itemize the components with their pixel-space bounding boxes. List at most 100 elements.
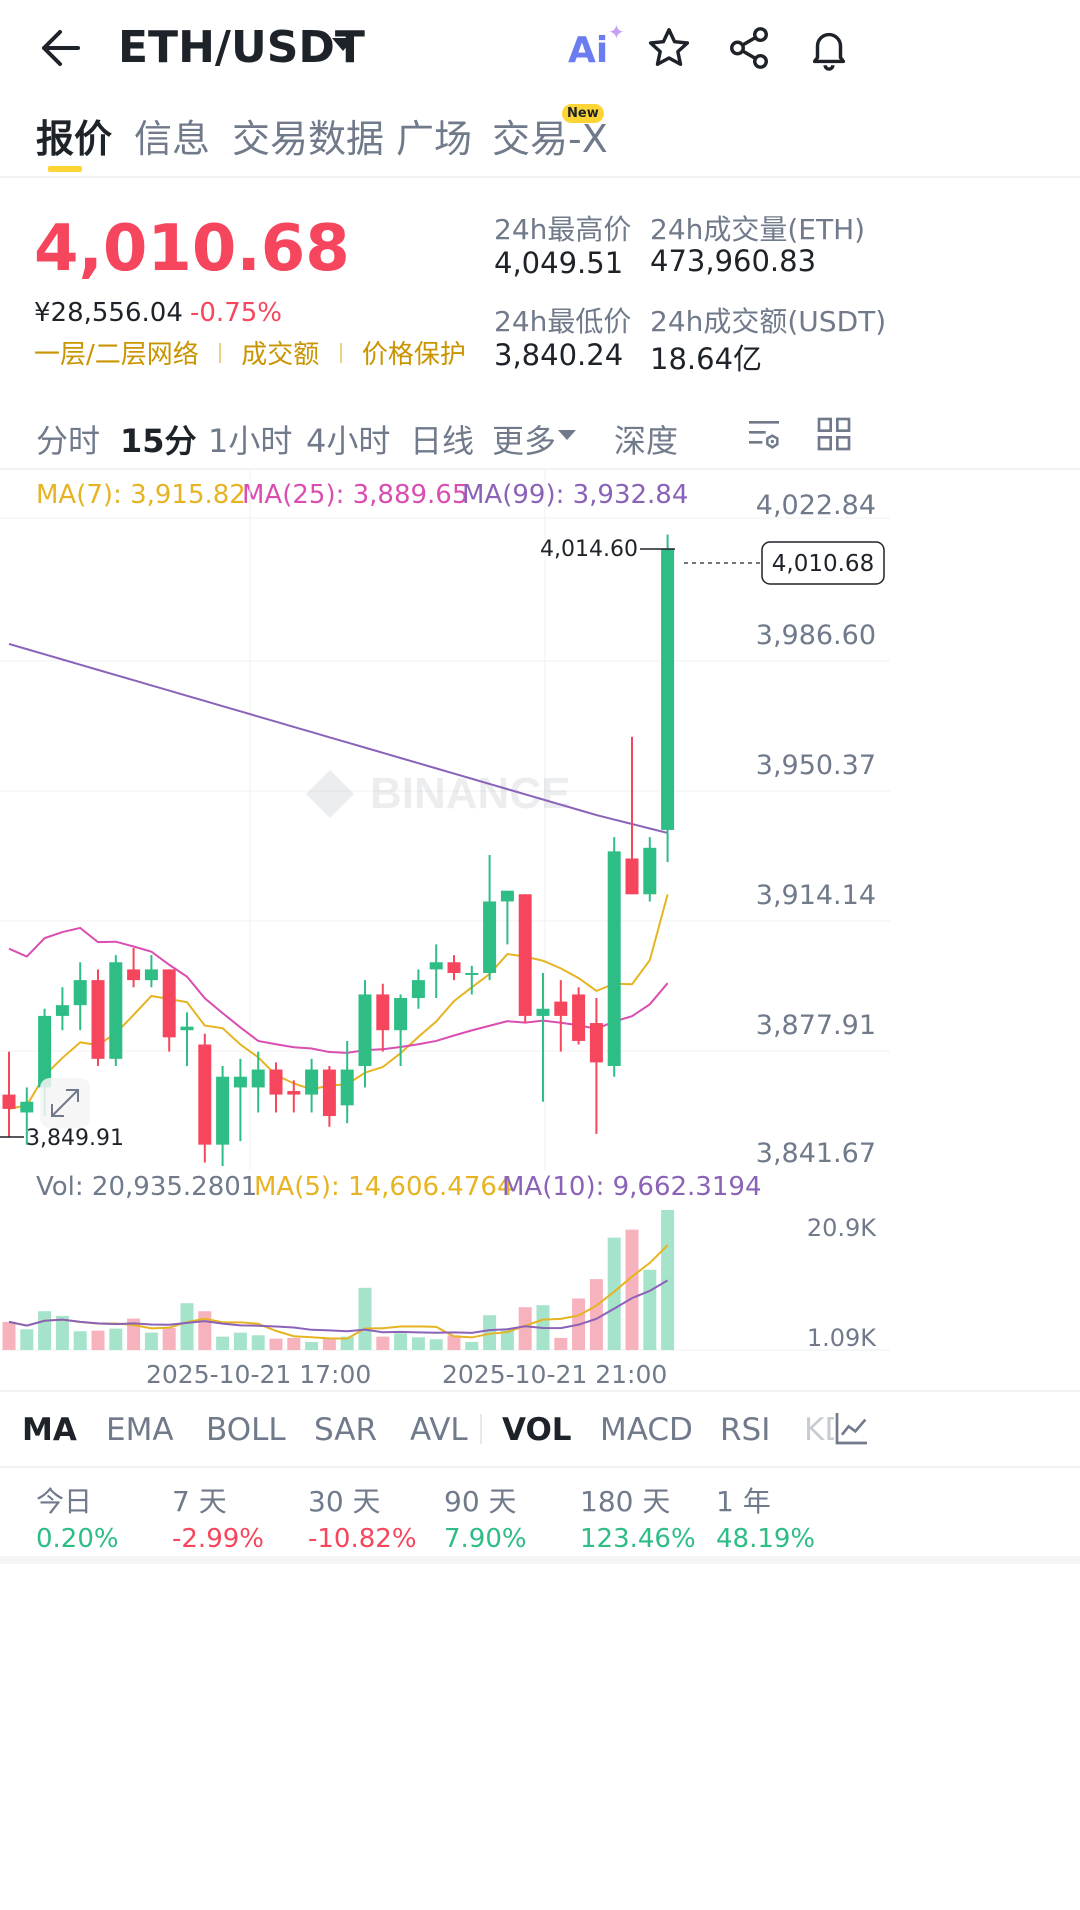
candle <box>73 962 87 1031</box>
indicator-avl[interactable]: AVL <box>410 1412 468 1448</box>
volume-bar <box>162 1327 176 1350</box>
indicator-rsi[interactable]: RSI <box>720 1412 771 1448</box>
tf-more[interactable]: 更多 <box>492 422 557 460</box>
candle <box>589 998 603 1134</box>
tab-info[interactable]: 信息 <box>134 117 211 161</box>
perf-label: 180 天 <box>580 1485 671 1518</box>
indicator-sar[interactable]: SAR <box>314 1412 377 1448</box>
candle <box>269 1062 283 1113</box>
indicator-kdj-label: KDJ <box>804 1412 834 1448</box>
candle-body <box>572 994 586 1041</box>
volume-bar <box>73 1331 87 1350</box>
volume-bar <box>518 1307 532 1350</box>
bell-icon[interactable] <box>806 25 852 71</box>
candle <box>55 987 69 1031</box>
tf-1d[interactable]: 日线 <box>410 422 475 460</box>
tag-turnover[interactable]: 成交额 <box>241 340 320 370</box>
tf-time[interactable]: 分时 <box>36 422 101 460</box>
candle <box>394 994 408 1066</box>
volume-bar <box>180 1303 194 1350</box>
tf-depth[interactable]: 深度 <box>614 422 679 460</box>
ai-icon[interactable]: Ai ✦ <box>568 20 625 71</box>
low-marker-label: 3,849.91 <box>26 1126 124 1151</box>
tab-trade-x[interactable]: 交易-X <box>492 117 608 161</box>
volume-bar <box>376 1336 390 1350</box>
candle <box>91 969 105 1066</box>
tf-15m[interactable]: 15分 <box>120 422 197 460</box>
tab-divider <box>0 176 1080 178</box>
volume-ma10-legend: MA(10): 9,662.3194 <box>502 1172 762 1202</box>
chart-settings-icon[interactable] <box>744 414 784 454</box>
candle-body <box>180 1026 194 1031</box>
indicator-kdj[interactable]: KDJ <box>804 1412 834 1448</box>
candle <box>162 969 176 1052</box>
candle <box>358 980 372 1088</box>
candle-body <box>2 1094 16 1109</box>
candle <box>376 983 390 1052</box>
candle-body <box>216 1076 230 1145</box>
volume-bars <box>2 1210 675 1350</box>
perf-1y: 1 年 48.19% <box>716 1480 815 1554</box>
candle-body <box>251 1069 265 1088</box>
indicator-ema[interactable]: EMA <box>106 1412 174 1448</box>
volume-bar <box>38 1311 52 1350</box>
pair-title[interactable]: ETH/USDT <box>118 22 365 73</box>
candle-body <box>625 858 639 895</box>
high-label: 24h最高价 <box>494 213 632 246</box>
tab-square[interactable]: 广场 <box>396 117 473 161</box>
last-price: 4,010.68 <box>34 212 350 286</box>
perf-label: 30 天 <box>308 1485 381 1518</box>
active-tab-indicator <box>48 166 82 172</box>
time-tick: 2025-10-21 17:00 <box>146 1360 372 1389</box>
indicator-vol[interactable]: VOL <box>502 1412 572 1448</box>
current-price-marker[interactable]: 4,010.68 <box>684 541 885 585</box>
perf-180d: 180 天 123.46% <box>580 1480 696 1554</box>
volume-eth-label: 24h成交量(ETH) <box>650 213 866 246</box>
volume-bar <box>287 1337 301 1350</box>
candle-body <box>394 998 408 1031</box>
tf-4h[interactable]: 4小时 <box>306 422 391 460</box>
candlestick-chart[interactable]: BINANCE 4,022.84 3,986.60 3,950.37 3,914… <box>0 470 890 1170</box>
candle <box>483 854 497 981</box>
more-caret-icon <box>558 430 576 440</box>
expand-button[interactable] <box>40 1078 90 1128</box>
ma25-line <box>8 926 669 1054</box>
share-icon[interactable] <box>726 25 772 71</box>
volume-bar <box>198 1311 212 1350</box>
tf-1h[interactable]: 1小时 <box>208 422 293 460</box>
low-label: 24h最低价 <box>494 305 632 338</box>
indicator-boll[interactable]: BOLL <box>206 1412 286 1448</box>
high-value: 4,049.51 <box>494 246 624 280</box>
time-axis-divider <box>0 1390 1080 1392</box>
candle-body <box>305 1069 319 1095</box>
candle <box>127 947 141 988</box>
back-arrow-icon[interactable] <box>38 28 82 68</box>
volume-bar <box>144 1332 158 1350</box>
candle <box>109 955 123 1066</box>
dropdown-caret-icon[interactable] <box>332 38 354 51</box>
tag-price-protection[interactable]: 价格保护 <box>361 340 466 370</box>
perf-value: 7.90% <box>444 1524 527 1554</box>
candle-body <box>269 1069 283 1095</box>
perf-label: 今日 <box>36 1485 93 1518</box>
indicator-settings-icon[interactable] <box>832 1408 872 1448</box>
candle-body <box>55 1005 69 1016</box>
tag-separator <box>339 343 342 363</box>
star-icon[interactable] <box>646 25 692 71</box>
indicator-macd[interactable]: MACD <box>600 1412 693 1448</box>
layout-grid-icon[interactable] <box>814 414 854 454</box>
ma7-legend: MA(7): 3,915.82 <box>36 480 246 510</box>
indicator-ma[interactable]: MA <box>22 1412 77 1448</box>
candle-body <box>162 969 176 1038</box>
candle-body <box>483 901 497 973</box>
candle <box>554 980 568 1052</box>
current-price-label: 4,010.68 <box>772 551 874 577</box>
tab-trading-data[interactable]: 交易数据 <box>232 117 385 161</box>
perf-today: 今日 0.20% <box>36 1480 119 1554</box>
ma-lines <box>8 642 669 1110</box>
high-marker-label: 4,014.60 <box>540 537 638 562</box>
volume-chart[interactable]: 20.9K 1.09K <box>0 1200 890 1356</box>
tag-network[interactable]: 一层/二层网络 <box>34 340 199 370</box>
tab-quote[interactable]: 报价 <box>36 117 113 161</box>
volume-eth-value: 473,960.83 <box>650 244 817 278</box>
